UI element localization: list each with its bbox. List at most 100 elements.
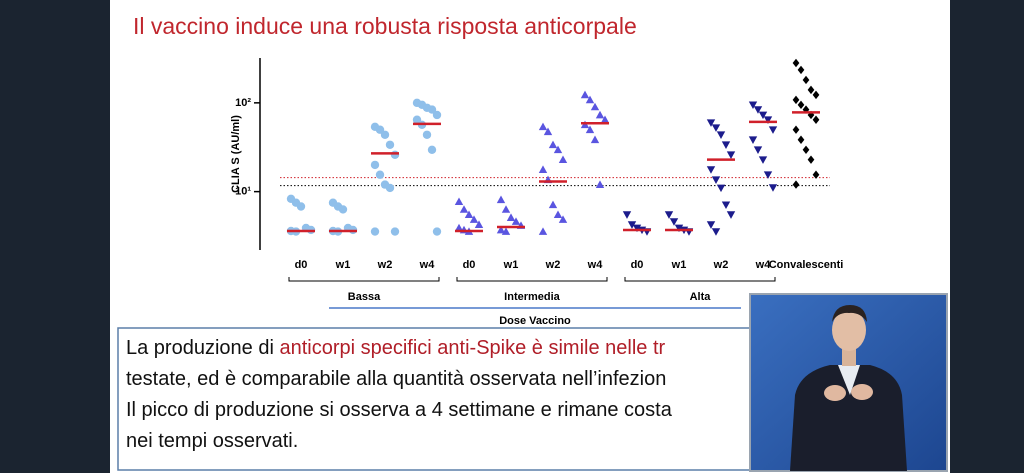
dot: [706, 119, 716, 127]
dot: [748, 101, 758, 110]
dot: [390, 150, 400, 159]
group-bracket: [624, 277, 776, 282]
dot: [385, 183, 395, 193]
dot: [553, 210, 563, 219]
dot: [802, 145, 810, 154]
dot: [580, 90, 590, 99]
dot: [370, 160, 380, 170]
x-tick-label: Convalescenti: [769, 259, 844, 271]
dot: [390, 227, 400, 236]
dot: [496, 225, 506, 234]
shirt: [838, 365, 860, 395]
dot: [585, 95, 595, 104]
dot: [538, 227, 548, 235]
text-span: La produzione di: [126, 337, 279, 359]
dot: [706, 166, 716, 174]
dot: [370, 227, 380, 236]
dot: [797, 135, 805, 144]
dot: [669, 218, 679, 226]
slide-title: Il vaccino induce una robusta risposta a…: [133, 13, 637, 39]
dot: [706, 221, 716, 229]
group-bracket: [288, 277, 440, 282]
right-band: [950, 0, 1024, 473]
x-tick-label: w1: [503, 259, 519, 271]
dot: [590, 135, 600, 144]
dot: [432, 110, 442, 120]
dot: [716, 184, 726, 193]
dot: [763, 171, 773, 179]
group-title: Dose Vaccino: [499, 315, 571, 327]
dot: [792, 125, 800, 134]
dot: [622, 211, 632, 219]
text-line: testate, ed è comparabile alla quantità …: [126, 368, 666, 390]
dot: [501, 227, 511, 235]
dot: [812, 90, 820, 100]
x-tick-label: w4: [587, 259, 604, 271]
dot: [595, 110, 605, 119]
dot: [548, 140, 558, 149]
dot: [711, 228, 721, 236]
dot: [807, 85, 815, 95]
x-tick-label: d0: [295, 259, 308, 271]
face: [832, 309, 866, 351]
y-axis-label: CLIA S (AU/ml): [230, 115, 242, 193]
dot: [763, 116, 773, 124]
dot: [538, 165, 548, 173]
dot: [385, 140, 395, 149]
dot: [711, 124, 721, 132]
hand: [851, 384, 873, 400]
text-line: La produzione di anticorpi specifici ant…: [126, 337, 666, 359]
dot: [768, 184, 778, 192]
dot: [758, 156, 768, 164]
dot: [338, 205, 348, 214]
dot: [753, 146, 763, 154]
dot: [758, 111, 768, 120]
x-tick-label: w4: [419, 259, 436, 271]
dot: [501, 205, 511, 213]
x-tick-label: w1: [335, 259, 351, 271]
group-label: Bassa: [348, 291, 381, 303]
dot: [464, 210, 474, 219]
group-bracket: [456, 277, 608, 282]
dot: [427, 105, 437, 114]
dot: [459, 205, 469, 213]
dot: [807, 155, 815, 164]
dot: [812, 115, 820, 124]
dot: [380, 130, 390, 139]
x-tick-label: w2: [545, 259, 561, 271]
dot: [797, 100, 805, 110]
dot: [595, 180, 605, 188]
suit: [790, 365, 907, 471]
x-tick-label: w2: [713, 259, 729, 271]
dot: [422, 130, 432, 139]
dot: [721, 201, 731, 210]
dot: [558, 155, 568, 164]
chart: CLIA S (AU/ml)10¹ 10² d0 w1 w2 w4 d0 w1 w2 w4 d0 w1…: [230, 58, 843, 327]
dot: [511, 217, 521, 225]
dot: [548, 200, 558, 209]
dot: [627, 221, 637, 229]
text-box: [117, 327, 759, 471]
dot: [802, 75, 810, 85]
dot: [748, 136, 758, 144]
text-line: nei tempi osservati.: [126, 430, 298, 452]
dot: [474, 220, 484, 228]
dot: [664, 211, 674, 219]
text-line: Il picco di produzione si osserva a 4 se…: [126, 399, 673, 421]
dot: [600, 115, 610, 124]
x-tick-label: w2: [377, 259, 393, 271]
dot: [812, 170, 820, 179]
dot: [726, 211, 736, 219]
dot: [454, 223, 464, 232]
dot: [375, 170, 385, 179]
dot: [427, 145, 437, 154]
dot: [543, 127, 553, 136]
y-tick-label: 10²: [235, 97, 251, 109]
interpreter-video: [749, 293, 948, 472]
dot: [674, 224, 684, 233]
group-label: Alta: [690, 291, 712, 303]
dot: [432, 227, 442, 236]
y-tick-label: 10¹: [235, 186, 251, 198]
dot: [296, 202, 306, 211]
